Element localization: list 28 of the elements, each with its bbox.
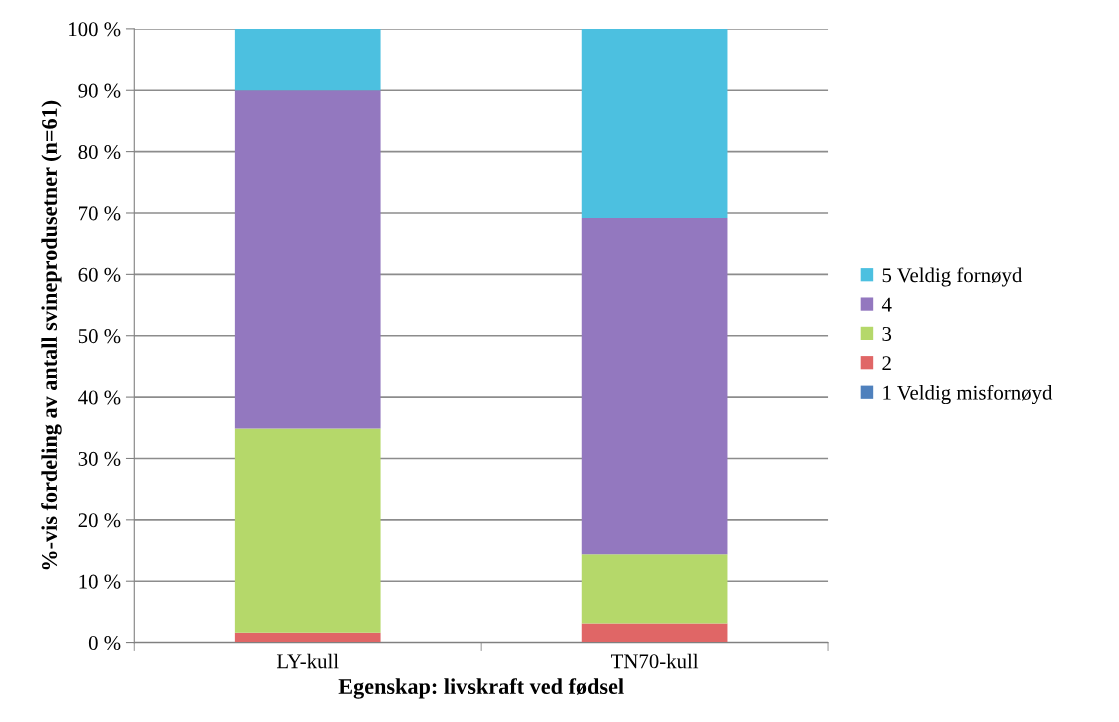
y-tick-label: 0 % — [88, 635, 121, 651]
legend-label: 2 — [882, 356, 891, 371]
bar — [581, 217, 728, 555]
bar — [581, 28, 728, 218]
bar — [581, 554, 728, 624]
legend-label: 4 — [881, 297, 892, 312]
bar — [234, 28, 381, 91]
y-tick-label: 100 % — [69, 22, 121, 37]
x-tick-label: TN70-kull — [611, 653, 699, 669]
y-tick-label: 80 % — [78, 144, 121, 160]
legend-label: 1 Veldig misfornøyd — [883, 384, 1053, 405]
y-tick-label: 40 % — [78, 390, 121, 405]
y-tick-label: 90 % — [78, 83, 121, 98]
y-tick-label: 10 % — [79, 574, 121, 589]
bar — [234, 632, 381, 643]
x-tick-label: LY-kull — [276, 653, 339, 669]
legend-label: 5 Veldig fornøyd — [882, 267, 1023, 287]
legend-label: 3 — [882, 326, 892, 341]
bar — [234, 428, 381, 633]
y-tick-label: 30 % — [78, 451, 121, 466]
y-tick-label: 60 % — [78, 267, 121, 282]
bar — [234, 90, 381, 429]
y-tick-label: 70 % — [79, 206, 121, 221]
x-axis-title: Egenskap: livskraft ved fødsel — [338, 678, 624, 699]
y-axis-title: %-vis fordeling av antall svineprodusetner (n=61) — [41, 100, 62, 570]
y-tick-label: 20 % — [78, 513, 121, 528]
y-tick-label: 50 % — [78, 329, 121, 344]
bar — [581, 623, 728, 643]
